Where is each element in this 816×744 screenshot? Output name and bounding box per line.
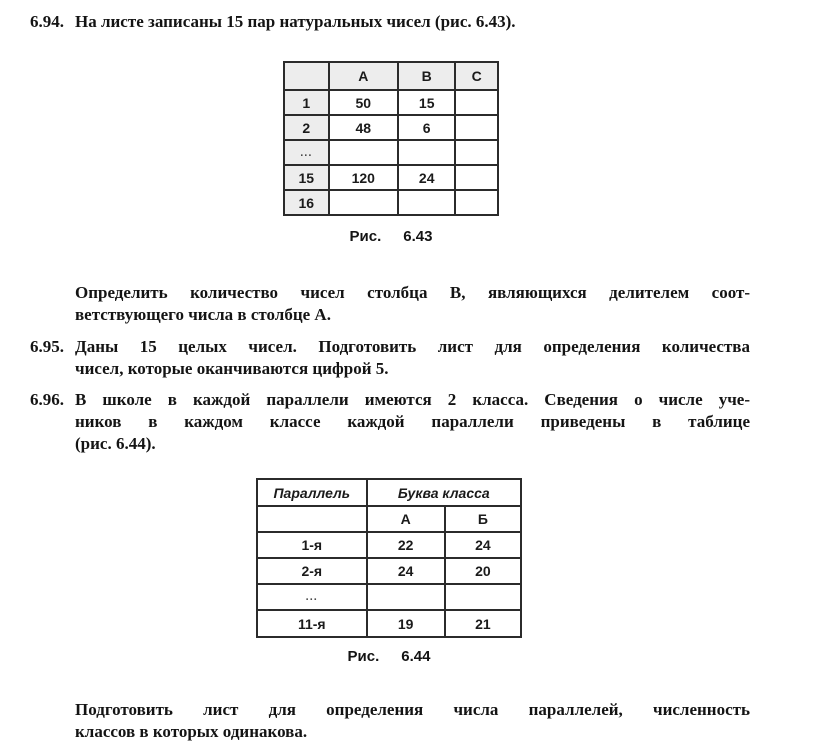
cell [443, 583, 523, 611]
column-header-b: B [396, 61, 457, 91]
problem-6-96: 6.96. В школе в каждой параллели имеются… [0, 389, 816, 455]
problem-6-96-body: В школе в каждой параллели имеются 2 кла… [75, 389, 750, 455]
problem-number-6-94: 6.94. [30, 12, 64, 31]
problem-6-94: 6.94. На листе записаны 15 пар натуральн… [0, 11, 816, 33]
cell-b1: 15 [396, 89, 457, 116]
paragraph-line: (рис. 6.44). [75, 434, 156, 453]
spreadsheet-header-row: A B C [283, 61, 499, 91]
figure-caption-6-43: Рис. 6.43 [283, 228, 499, 246]
cell [396, 139, 457, 166]
row-label: 2-я [256, 557, 368, 585]
table-row: 1-я 22 24 [256, 531, 523, 559]
cell-c2 [454, 114, 499, 141]
column-header-a: A [327, 61, 399, 91]
table-row: 1 50 15 [283, 89, 499, 116]
cell-c1 [454, 89, 499, 116]
cell [454, 139, 499, 166]
header-parallel: Параллель [256, 478, 368, 507]
cell: 20 [443, 557, 523, 585]
cell [327, 139, 399, 166]
table-row: 2 48 6 [283, 114, 499, 141]
paragraph-line: Даны 15 целых чисел. Подготовить лист дл… [75, 337, 750, 356]
paragraph-line: Определить количество чисел столбца В, я… [75, 283, 750, 302]
subheader-empty [256, 505, 368, 533]
row-label: 1-я [256, 531, 368, 559]
table-row-ellipsis: ... [256, 583, 523, 611]
corner-cell [283, 61, 330, 91]
problem-6-96-task: Подготовить лист для определения числа п… [75, 699, 750, 743]
table-row: 11-я 19 21 [256, 609, 523, 638]
cell-b15: 24 [396, 164, 457, 191]
cell-a15: 120 [327, 164, 399, 191]
row-header: 2 [283, 114, 330, 141]
cell-a16 [327, 189, 399, 216]
table-row: 15 120 24 [283, 164, 499, 191]
row-header: 15 [283, 164, 330, 191]
cell-c15 [454, 164, 499, 191]
problem-number-6-96: 6.96. [30, 390, 64, 409]
cell: 22 [365, 531, 446, 559]
figure-caption-6-44: Рис. 6.44 [256, 648, 522, 666]
problem-6-95-body: Даны 15 целых чисел. Подготовить лист дл… [75, 336, 750, 380]
paragraph-line: классов в которых одинакова. [75, 722, 308, 741]
problem-6-94-task: Определить количество чисел столбца В, я… [75, 282, 750, 326]
caption-number: 6.44 [401, 648, 431, 665]
cell: 21 [443, 609, 523, 638]
paragraph-line: ветствующего числа в столбце А. [75, 305, 331, 324]
cell-b2: 6 [396, 114, 457, 141]
row-header: 1 [283, 89, 330, 116]
row-label-ellipsis: ... [256, 583, 368, 611]
problem-6-95: 6.95. Даны 15 целых чисел. Подготовить л… [0, 336, 816, 380]
cell: 24 [443, 531, 523, 559]
paragraph-line: чисел, которые оканчиваются цифрой 5. [75, 359, 389, 378]
cell-c16 [454, 189, 499, 216]
table-header-row: Параллель Буква класса [256, 478, 523, 507]
cell-b16 [396, 189, 457, 216]
table-row: 16 [283, 189, 499, 216]
paragraph-line: ников в каждом классе каждой параллели п… [75, 412, 750, 431]
problem-6-94-body: На листе записаны 15 пар натуральных чис… [75, 11, 750, 33]
paragraph-line: В школе в каждой параллели имеются 2 кла… [75, 390, 750, 409]
table-subheader-row: А Б [256, 505, 523, 533]
spreadsheet-table-6-43: A B C 1 50 15 2 48 6 ... [283, 61, 499, 216]
subheader-a: А [365, 505, 446, 533]
row-label: 11-я [256, 609, 368, 638]
column-header-c: C [454, 61, 499, 91]
paragraph-line: На листе записаны 15 пар натуральных чис… [75, 12, 516, 31]
caption-label: Рис. [347, 648, 380, 665]
table-row-ellipsis: ... [283, 139, 499, 166]
caption-number: 6.43 [403, 228, 433, 245]
figure-6-43: A B C 1 50 15 2 48 6 ... [283, 61, 499, 216]
table-row: 2-я 24 20 [256, 557, 523, 585]
classes-table-6-44: Параллель Буква класса А Б 1-я 22 24 2-я… [256, 478, 523, 638]
cell [365, 583, 446, 611]
cell: 19 [365, 609, 446, 638]
problem-number-6-95: 6.95. [30, 337, 64, 356]
subheader-b: Б [443, 505, 523, 533]
row-header-ellipsis: ... [283, 139, 330, 166]
figure-6-44: Параллель Буква класса А Б 1-я 22 24 2-я… [256, 478, 523, 638]
cell: 24 [365, 557, 446, 585]
row-header: 16 [283, 189, 330, 216]
header-class-letter: Буква класса [365, 478, 523, 507]
cell-a2: 48 [327, 114, 399, 141]
cell-a1: 50 [327, 89, 399, 116]
paragraph-line: Подготовить лист для определения числа п… [75, 700, 750, 719]
caption-label: Рис. [349, 228, 382, 245]
